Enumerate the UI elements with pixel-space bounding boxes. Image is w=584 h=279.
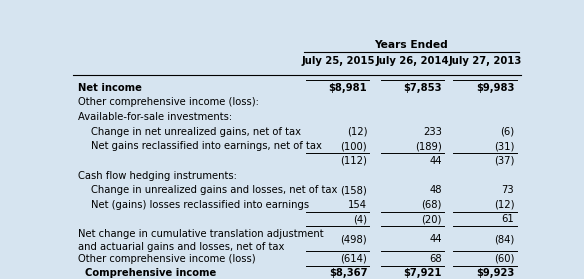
Text: $8,981: $8,981 bbox=[328, 83, 367, 93]
Text: Other comprehensive income (loss): Other comprehensive income (loss) bbox=[78, 254, 255, 264]
Text: Cash flow hedging instruments:: Cash flow hedging instruments: bbox=[78, 170, 237, 181]
Text: July 26, 2014: July 26, 2014 bbox=[376, 56, 449, 66]
Text: (189): (189) bbox=[415, 141, 442, 151]
Text: July 25, 2015: July 25, 2015 bbox=[301, 56, 374, 66]
Text: 233: 233 bbox=[423, 127, 442, 137]
Text: (12): (12) bbox=[347, 127, 367, 137]
Text: (498): (498) bbox=[340, 234, 367, 244]
Text: $9,923: $9,923 bbox=[476, 268, 515, 278]
Text: $7,921: $7,921 bbox=[404, 268, 442, 278]
Text: Other comprehensive income (loss):: Other comprehensive income (loss): bbox=[78, 97, 258, 107]
Text: 154: 154 bbox=[348, 200, 367, 210]
Text: Net income: Net income bbox=[78, 83, 141, 93]
Text: $7,853: $7,853 bbox=[404, 83, 442, 93]
Text: $8,367: $8,367 bbox=[329, 268, 367, 278]
Text: 44: 44 bbox=[429, 156, 442, 166]
Text: (100): (100) bbox=[340, 141, 367, 151]
Text: Available-for-sale investments:: Available-for-sale investments: bbox=[78, 112, 232, 122]
Text: Change in unrealized gains and losses, net of tax: Change in unrealized gains and losses, n… bbox=[91, 185, 338, 195]
Text: (84): (84) bbox=[494, 234, 515, 244]
Text: Net change in cumulative translation adjustment
and actuarial gains and losses, : Net change in cumulative translation adj… bbox=[78, 229, 323, 252]
Text: (614): (614) bbox=[340, 254, 367, 264]
Text: Change in net unrealized gains, net of tax: Change in net unrealized gains, net of t… bbox=[91, 127, 301, 137]
Text: Net gains reclassified into earnings, net of tax: Net gains reclassified into earnings, ne… bbox=[91, 141, 322, 151]
Text: Years Ended: Years Ended bbox=[374, 40, 448, 50]
Text: 48: 48 bbox=[429, 185, 442, 195]
Text: Comprehensive income: Comprehensive income bbox=[78, 268, 215, 278]
Text: (31): (31) bbox=[494, 141, 515, 151]
Text: (12): (12) bbox=[494, 200, 515, 210]
Text: 44: 44 bbox=[429, 234, 442, 244]
Text: (20): (20) bbox=[422, 214, 442, 224]
Text: (37): (37) bbox=[494, 156, 515, 166]
Text: July 27, 2013: July 27, 2013 bbox=[449, 56, 522, 66]
Text: 61: 61 bbox=[502, 214, 515, 224]
Text: 73: 73 bbox=[502, 185, 515, 195]
Text: (68): (68) bbox=[422, 200, 442, 210]
Text: $9,983: $9,983 bbox=[476, 83, 515, 93]
Text: (112): (112) bbox=[340, 156, 367, 166]
Text: (60): (60) bbox=[494, 254, 515, 264]
Text: (158): (158) bbox=[340, 185, 367, 195]
Text: (6): (6) bbox=[500, 127, 515, 137]
Text: (4): (4) bbox=[353, 214, 367, 224]
Text: Net (gains) losses reclassified into earnings: Net (gains) losses reclassified into ear… bbox=[91, 200, 310, 210]
Text: 68: 68 bbox=[429, 254, 442, 264]
